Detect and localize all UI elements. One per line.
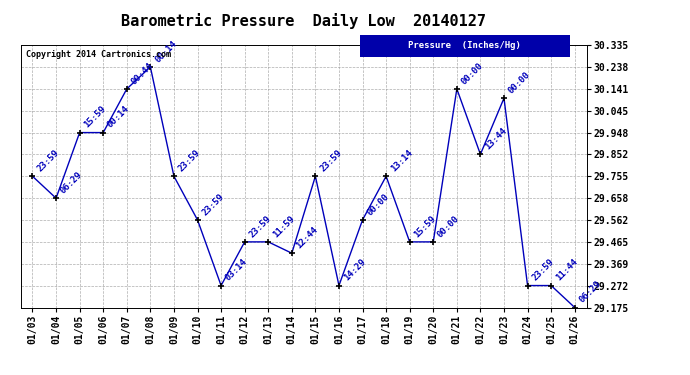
Text: 23:59: 23:59 [200, 192, 226, 217]
Text: 23:59: 23:59 [531, 257, 555, 283]
Text: 14:29: 14:29 [342, 257, 367, 283]
Text: 11:59: 11:59 [271, 214, 297, 239]
Text: Barometric Pressure  Daily Low  20140127: Barometric Pressure Daily Low 20140127 [121, 13, 486, 29]
Text: 13:14: 13:14 [389, 148, 414, 174]
Text: 00:00: 00:00 [436, 214, 462, 239]
Text: 00:00: 00:00 [460, 61, 485, 86]
Text: 23:59: 23:59 [177, 148, 202, 174]
Text: 23:59: 23:59 [35, 148, 61, 174]
Text: 00:00: 00:00 [365, 192, 391, 217]
Text: Copyright 2014 Cartronics.com: Copyright 2014 Cartronics.com [26, 50, 171, 59]
Text: 00:14: 00:14 [153, 39, 179, 64]
Text: 06:29: 06:29 [578, 279, 603, 305]
Text: 00:44: 00:44 [130, 61, 155, 86]
Text: 15:59: 15:59 [82, 104, 108, 130]
Text: 06:29: 06:29 [59, 170, 84, 195]
Text: 12:44: 12:44 [295, 225, 320, 251]
Text: 23:59: 23:59 [318, 148, 344, 174]
Text: 03:14: 03:14 [224, 257, 249, 283]
Text: 00:14: 00:14 [106, 104, 131, 130]
Text: 13:44: 13:44 [483, 126, 509, 152]
Text: 15:59: 15:59 [413, 214, 438, 239]
Text: 11:44: 11:44 [554, 257, 580, 283]
Text: 00:00: 00:00 [506, 70, 532, 95]
Text: 23:59: 23:59 [248, 214, 273, 239]
